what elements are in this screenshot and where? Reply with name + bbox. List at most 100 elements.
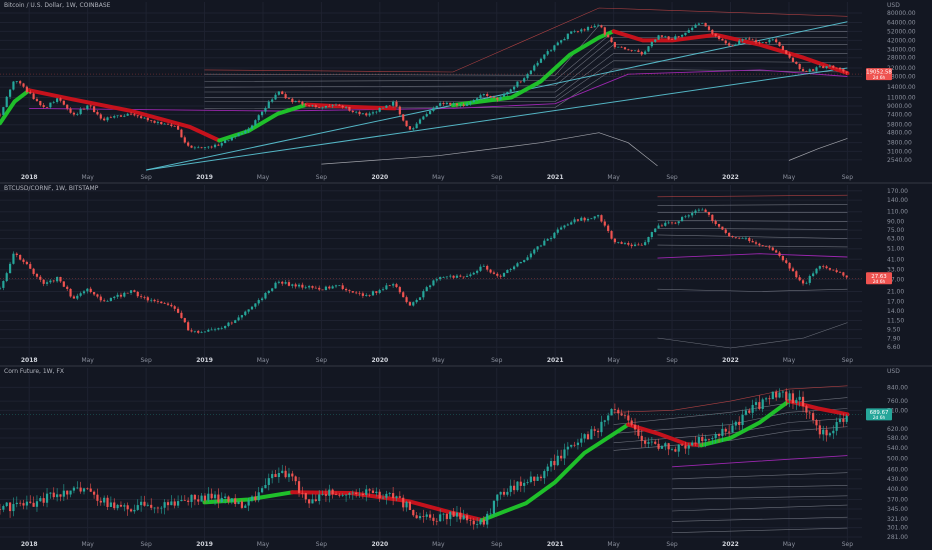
candle: [664, 220, 667, 227]
candle: [768, 38, 771, 45]
candle-body: [832, 269, 835, 271]
candle: [25, 85, 28, 94]
candle: [62, 100, 65, 106]
candle-body: [334, 285, 338, 287]
candle: [533, 63, 536, 72]
candle: [459, 274, 462, 278]
y-tick-label-4: 75.00: [887, 227, 904, 234]
candle-body: [160, 301, 163, 304]
candle: [304, 285, 307, 290]
candle: [610, 408, 613, 416]
candle-body: [103, 300, 106, 302]
trend-ma-down-1: [290, 490, 485, 523]
candle: [32, 496, 35, 507]
candle: [133, 289, 136, 293]
candle-body: [801, 69, 805, 72]
candle: [633, 418, 637, 436]
candle: [5, 501, 8, 508]
candle: [842, 68, 845, 73]
candle-body: [808, 276, 811, 283]
candle: [116, 503, 119, 511]
candle-body: [694, 24, 697, 28]
candle-body: [775, 39, 778, 43]
candle: [378, 489, 381, 503]
candle: [59, 494, 62, 502]
candle: [529, 471, 532, 484]
candle-body: [570, 31, 573, 34]
candle-body: [150, 299, 153, 301]
candle: [650, 437, 653, 446]
candle: [156, 120, 160, 125]
candle: [667, 442, 670, 456]
candle-body: [576, 219, 580, 221]
indicator-band-line-5: [204, 53, 848, 98]
x-tick-label-1: May: [81, 357, 94, 364]
candle: [620, 46, 623, 48]
candle-body: [499, 491, 502, 495]
candle: [805, 70, 808, 72]
last-price-countdown: 2d 6h: [873, 415, 886, 421]
grid-lines: [0, 185, 862, 359]
candle: [711, 435, 714, 445]
candle: [197, 495, 200, 505]
candle-body: [435, 520, 438, 522]
candle-body: [761, 399, 764, 409]
candle-body: [701, 209, 704, 211]
candle-body: [213, 329, 217, 331]
candle-body: [297, 481, 301, 493]
candle: [654, 38, 657, 43]
candle: [304, 492, 307, 503]
candle: [49, 102, 52, 109]
candle-body: [156, 301, 160, 302]
candle-body: [318, 287, 321, 290]
candle-body: [254, 303, 257, 307]
candle: [586, 431, 590, 440]
x-tick-label-8: Sep: [491, 541, 503, 548]
candle-body: [637, 429, 640, 436]
candle-body: [563, 449, 566, 459]
candle-body: [294, 101, 297, 103]
candle: [119, 114, 123, 117]
candle-body: [439, 277, 442, 280]
candle: [445, 276, 448, 280]
candle-body: [617, 242, 620, 243]
candle: [22, 499, 25, 510]
candle: [744, 37, 748, 40]
candle: [257, 114, 260, 123]
candle: [8, 88, 12, 100]
x-tick-label-0: 2018: [21, 541, 38, 548]
last-price-countdown: 2d 6h: [873, 75, 886, 81]
candle-body: [281, 470, 284, 474]
candle: [489, 508, 492, 517]
candle-body: [842, 69, 845, 72]
candle: [79, 291, 82, 298]
candle: [583, 216, 586, 223]
candle: [499, 96, 502, 101]
candle-body: [210, 493, 213, 499]
x-tick-label-8: Sep: [491, 357, 503, 364]
candle: [19, 80, 22, 86]
candle-body: [704, 209, 707, 212]
candle: [711, 214, 714, 224]
candle-body: [828, 65, 832, 67]
candle-body: [835, 422, 838, 431]
candle: [170, 123, 173, 128]
indicator-band-line-4: [657, 228, 848, 230]
candle-body: [654, 39, 657, 42]
candle: [82, 289, 86, 295]
candle-body: [150, 504, 153, 508]
candle-body: [402, 292, 405, 298]
candle-body: [358, 111, 361, 115]
candle: [785, 49, 788, 54]
candle-body: [217, 494, 220, 503]
candle-body: [479, 95, 482, 99]
candle-body: [771, 391, 774, 400]
candle: [650, 231, 653, 240]
candle-body: [250, 125, 254, 129]
candle-body: [623, 243, 627, 244]
candle: [472, 271, 475, 275]
candle: [825, 66, 828, 70]
candle: [109, 297, 112, 302]
candle-body: [277, 281, 280, 283]
